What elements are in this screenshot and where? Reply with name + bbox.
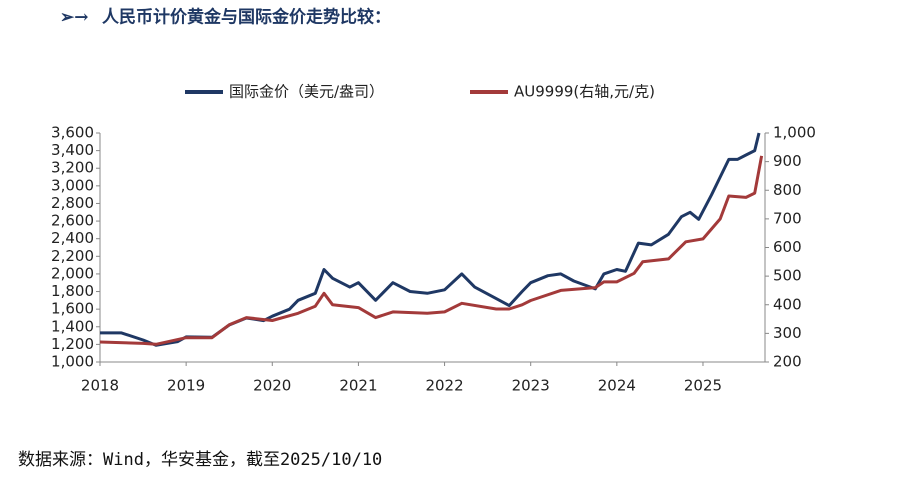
y2-tick-label: 800	[773, 181, 802, 199]
x-tick-label: 2018	[81, 377, 119, 395]
y2-tick-label: 500	[773, 267, 802, 285]
series-line	[99, 155, 764, 346]
y2-tick-label: 600	[773, 238, 802, 256]
x-tick-label: 2025	[684, 377, 722, 395]
y2-tick-label: 1,000	[773, 124, 816, 142]
y-tick-label: 1,000	[51, 353, 94, 371]
x-tick-label: 2023	[512, 377, 550, 395]
y-tick-label: 2,600	[51, 212, 94, 230]
y-tick-label: 2,200	[51, 247, 94, 265]
y2-tick-label: 200	[773, 353, 802, 371]
y-tick-label: 1,800	[51, 282, 94, 300]
x-tick-label: 2024	[598, 377, 636, 395]
y2-tick-label: 300	[773, 324, 802, 342]
legend-label: 国际金价（美元/盎司）	[229, 83, 384, 101]
y-tick-label: 3,600	[51, 124, 94, 142]
y-tick-label: 1,400	[51, 317, 94, 335]
y-tick-label: 3,000	[51, 176, 94, 194]
source-note: 数据来源：Wind，华安基金，截至2025/10/10	[18, 450, 382, 470]
y2-tick-label: 900	[773, 152, 802, 170]
chart-title: 人民币计价黄金与国际金价走势比较：	[102, 7, 391, 28]
x-tick-label: 2022	[425, 377, 463, 395]
y-tick-label: 1,600	[51, 300, 94, 318]
x-tick-label: 2019	[167, 377, 205, 395]
bullet: ➢→	[60, 8, 89, 28]
y2-tick-label: 700	[773, 209, 802, 227]
y-tick-label: 2,800	[51, 194, 94, 212]
y2-tick-label: 400	[773, 295, 802, 313]
y-tick-label: 2,000	[51, 264, 94, 282]
y-tick-label: 2,400	[51, 229, 94, 247]
y-tick-label: 3,400	[51, 141, 94, 159]
x-tick-label: 2020	[253, 377, 291, 395]
y-tick-label: 3,200	[51, 159, 94, 177]
x-tick-label: 2021	[339, 377, 377, 395]
y-tick-label: 1,200	[51, 335, 94, 353]
legend-label: AU9999(右轴,元/克)	[514, 83, 655, 101]
